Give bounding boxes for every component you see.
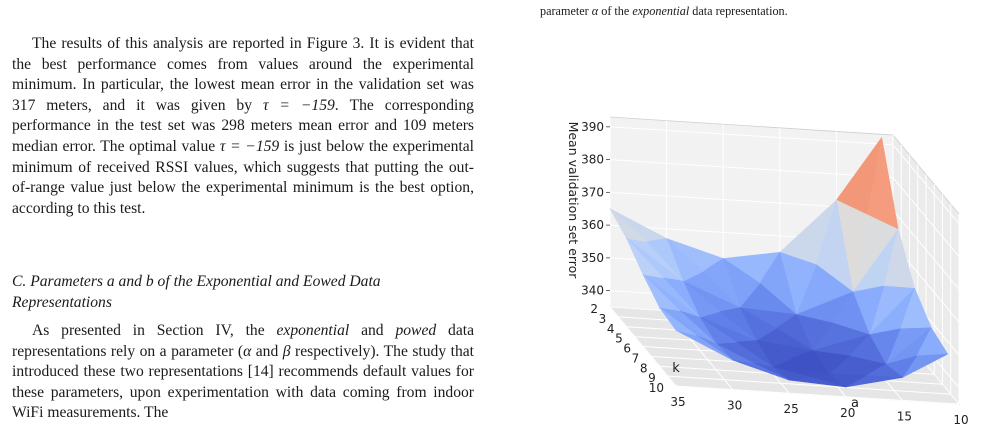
y-axis-label: k bbox=[672, 361, 680, 376]
para1-math-1: τ = −159 bbox=[262, 96, 335, 114]
z-tick-label: 380 bbox=[581, 153, 604, 167]
surface-facet bbox=[609, 208, 647, 242]
figure-caption: parameter α of the exponential data repr… bbox=[540, 4, 788, 18]
para2-math-2: β bbox=[282, 342, 291, 360]
right-column: parameter α of the exponential data repr… bbox=[498, 0, 982, 447]
y-tick-label: 10 bbox=[649, 381, 664, 395]
grid-line-z bbox=[609, 159, 960, 257]
z-tick-label: 340 bbox=[581, 284, 604, 298]
left-column: The results of this analysis are reporte… bbox=[0, 0, 478, 447]
grid-line-z bbox=[609, 126, 960, 225]
caption-text-3: data representation. bbox=[689, 4, 788, 18]
paragraph-results: The results of this analysis are reporte… bbox=[12, 34, 474, 219]
x-tick-label: 35 bbox=[670, 395, 685, 409]
y-tick-label: 5 bbox=[615, 332, 623, 346]
surface-facet bbox=[659, 307, 697, 336]
paragraph-parameters: As presented in Section IV, the exponent… bbox=[12, 321, 474, 424]
para2-text-4: and bbox=[251, 342, 283, 360]
y-tick-label: 7 bbox=[632, 351, 640, 365]
para2-math-1: α bbox=[243, 342, 252, 360]
para1-math-2: τ = −159 bbox=[219, 137, 280, 155]
x-axis-label: a bbox=[851, 396, 859, 411]
y-tick-label: 4 bbox=[607, 322, 615, 336]
error-surface bbox=[609, 137, 949, 388]
surface-facet bbox=[642, 274, 680, 311]
caption-text-2: of the bbox=[598, 4, 633, 18]
x-tick-label: 10 bbox=[953, 413, 968, 427]
caption-symbol: α bbox=[591, 4, 599, 18]
caption-emph: exponential bbox=[632, 4, 690, 18]
caption-text-1: parameter bbox=[540, 4, 592, 18]
z-tick-label: 370 bbox=[581, 185, 604, 199]
surface-facet bbox=[626, 238, 664, 279]
para2-text-2: and bbox=[349, 322, 396, 339]
y-tick-label: 8 bbox=[640, 361, 648, 375]
x-tick-label: 30 bbox=[727, 399, 742, 413]
y-tick-label: 2 bbox=[590, 302, 598, 316]
x-tick-label: 25 bbox=[784, 402, 799, 416]
para2-emph-2: powed bbox=[395, 322, 437, 339]
x-tick-label: 20 bbox=[840, 406, 855, 420]
x-tick-label: 15 bbox=[897, 409, 912, 423]
section-heading: C. Parameters a and b of the Exponential… bbox=[12, 273, 381, 311]
y-tick-label: 3 bbox=[599, 312, 607, 326]
z-axis-label: Mean validation set error bbox=[566, 122, 581, 280]
para2-text-5: respectively). The study that introduced… bbox=[12, 342, 475, 422]
z-tick-label: 350 bbox=[581, 251, 604, 265]
y-tick-label: 9 bbox=[648, 371, 656, 385]
grid-line-k-floor bbox=[667, 375, 951, 395]
para2-text-1: As presented in Section IV, the bbox=[32, 322, 277, 339]
para2-text-3: data representations rely on a parameter… bbox=[12, 322, 474, 360]
para1-text-2: . The corresponding performance in the t… bbox=[12, 96, 474, 155]
z-tick-label: 390 bbox=[581, 120, 604, 134]
y-tick-label: 6 bbox=[623, 342, 631, 356]
para2-emph-1: exponential bbox=[276, 322, 350, 339]
grid-line-k-floor bbox=[675, 385, 960, 405]
para1-text-1: The results of this analysis are reporte… bbox=[12, 35, 474, 114]
para1-text-3: is just below the experimental minimum o… bbox=[12, 137, 474, 217]
z-tick-label: 360 bbox=[581, 218, 604, 232]
